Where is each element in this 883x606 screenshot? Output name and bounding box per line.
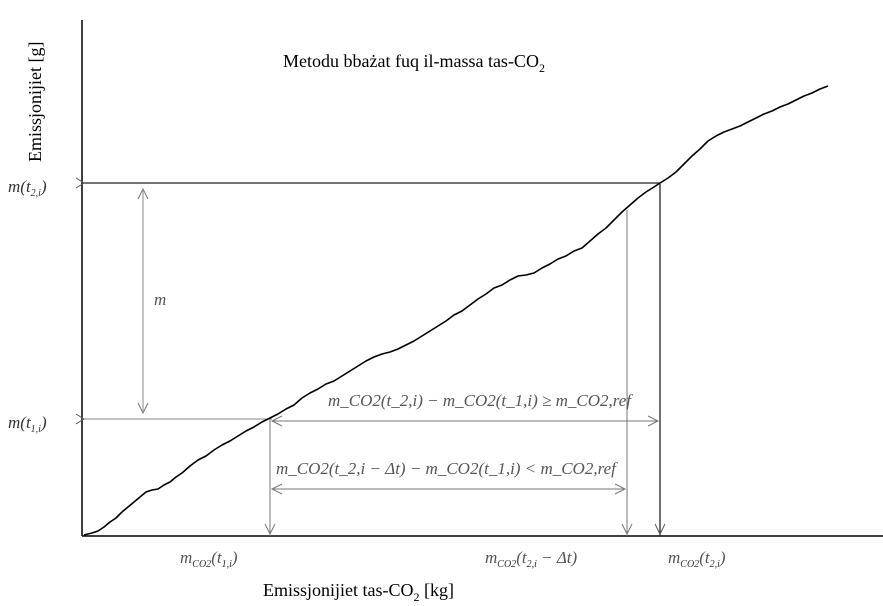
- y-tick-upper: m(t2,i): [8, 177, 47, 199]
- emission-curve: [83, 85, 829, 536]
- upper-y-tick: [75, 177, 85, 189]
- y-axis-label: Emissjonijiet [g]: [25, 42, 45, 163]
- t2-down-arrow: [654, 523, 666, 536]
- m-double-arrow: [137, 187, 149, 415]
- x-axis-label: Emissjonijiet tas-CO2 [kg]: [263, 580, 454, 604]
- equation-lower: m_CO2(t_2,i − Δt) − m_CO2(t_1,i) < m_CO2…: [276, 459, 618, 478]
- x-tick-t2: mCO2(t2,i): [668, 548, 726, 570]
- y-tick-lower: m(t1,i): [8, 413, 47, 435]
- m-label: m: [154, 290, 166, 309]
- diagram-title: Metodu bbażat fuq il-massa tas-CO2: [283, 51, 545, 75]
- t2-dt-down-arrow: [621, 523, 633, 536]
- t1-down-arrow: [264, 523, 276, 536]
- upper-interval-arrow: [270, 415, 660, 427]
- x-tick-t1: mCO2(t1,i): [180, 548, 238, 570]
- x-tick-t2-dt: mCO2(t2,i − Δt): [485, 548, 578, 570]
- lower-interval-arrow: [270, 483, 627, 495]
- lower-y-tick: [75, 413, 85, 425]
- equation-upper: m_CO2(t_2,i) − m_CO2(t_1,i) ≥ m_CO2,ref: [328, 391, 633, 410]
